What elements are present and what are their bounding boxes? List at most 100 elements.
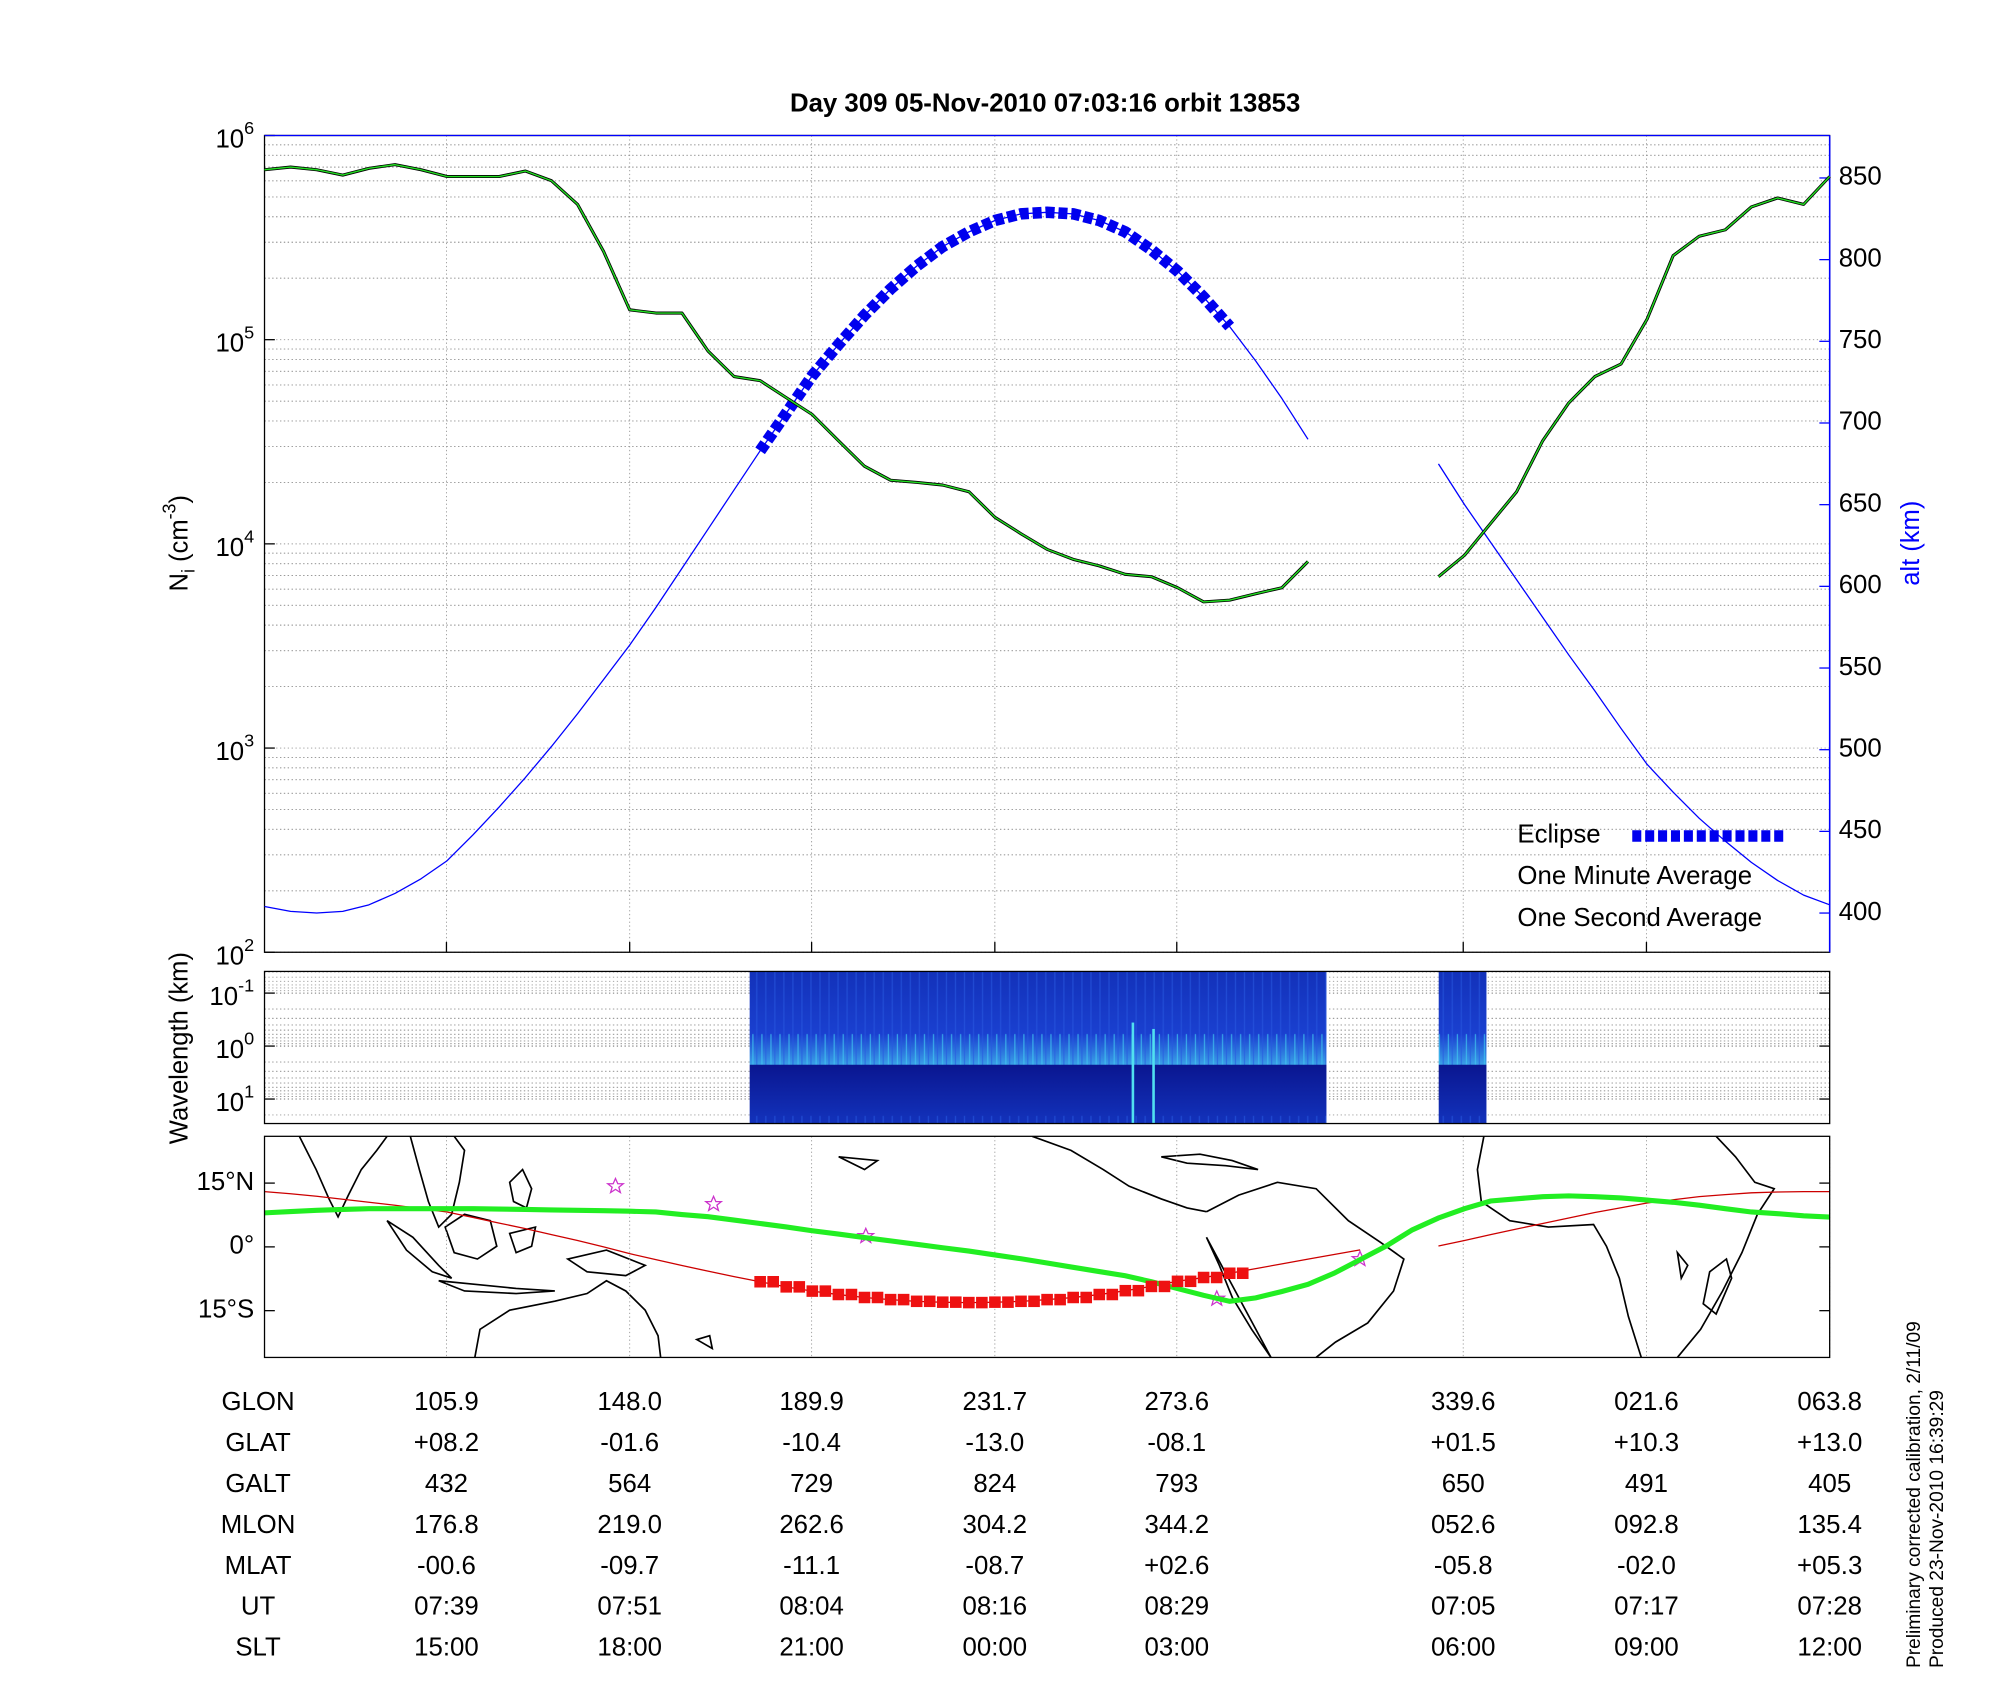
eclipse-marker	[976, 1296, 988, 1309]
table-cell: 07:28	[1797, 1593, 1862, 1621]
table-cell: +08.2	[414, 1429, 479, 1457]
eclipse-marker	[1028, 1295, 1040, 1308]
y2-tick-label: 800	[1839, 244, 1882, 272]
eclipse-marker	[949, 1296, 962, 1308]
eclipse-marker	[1080, 1291, 1093, 1304]
y-tick-label: 0°	[230, 1232, 255, 1260]
table-cell: 405	[1808, 1470, 1851, 1498]
table-cell: 06:00	[1431, 1634, 1496, 1662]
table-cell: 148.0	[597, 1388, 662, 1416]
tick-base: 10	[215, 1089, 244, 1117]
coast	[1161, 1153, 1259, 1171]
table-cell: 00:00	[963, 1634, 1028, 1662]
table-cell: 15:00	[414, 1634, 479, 1662]
y-tick-label: 100	[215, 1028, 254, 1063]
row-label: MLON	[221, 1511, 296, 1539]
eclipse-marker	[858, 1291, 871, 1304]
coast	[298, 1136, 388, 1219]
table-cell: 793	[1155, 1470, 1198, 1498]
table-cell: -09.7	[600, 1552, 659, 1580]
eclipse-marker	[1171, 1275, 1184, 1288]
stations	[607, 1177, 1369, 1306]
table-cell: -08.7	[965, 1552, 1024, 1580]
coast	[1702, 1257, 1733, 1316]
plot-frame	[263, 970, 1831, 1125]
eclipse-marker	[1158, 1280, 1171, 1293]
tick-exponent: 0	[244, 1028, 254, 1048]
eclipse-marker	[910, 1295, 923, 1308]
coast	[508, 1225, 537, 1254]
spectrogram-streak	[1152, 1028, 1155, 1124]
spectrogram-block	[1438, 971, 1487, 1124]
tick-base: 10	[215, 330, 244, 358]
data-line	[264, 163, 1831, 604]
station-marker	[705, 1195, 722, 1212]
y-axis-label: Ni (cm-3)	[159, 495, 198, 592]
data-line	[264, 211, 1830, 914]
table-cell: 18:00	[597, 1634, 662, 1662]
coast	[1031, 1136, 1207, 1213]
table-cell: 07:05	[1431, 1593, 1496, 1621]
eclipse-line	[755, 206, 1235, 455]
table-cell: 304.2	[963, 1511, 1028, 1539]
eclipse-marker	[1093, 1288, 1106, 1301]
eclipse-marker	[1132, 1284, 1145, 1297]
eclipse-marker	[754, 1275, 766, 1288]
table-cell: 12:00	[1797, 1634, 1862, 1662]
y2-tick-label: 500	[1839, 735, 1882, 763]
data-line	[264, 163, 1831, 603]
coastlines	[298, 1136, 1776, 1358]
eclipse-marker	[1119, 1284, 1132, 1297]
tick-exponent: 2	[244, 935, 254, 955]
table-cell: 219.0	[597, 1511, 662, 1539]
eclipse-marker	[871, 1291, 884, 1304]
row-label: MLAT	[225, 1552, 292, 1580]
y-tick-label: 102	[215, 935, 254, 970]
table-cell: 344.2	[1144, 1511, 1209, 1539]
table-cell: -00.6	[417, 1552, 476, 1580]
row-label: SLT	[235, 1634, 281, 1662]
table-cell: +01.5	[1431, 1429, 1496, 1457]
note: Preliminary corrected calibration, 2/11/…	[1904, 1321, 1925, 1668]
eclipse-marker	[1210, 1271, 1223, 1284]
tick-base: 10	[215, 534, 244, 562]
coast	[1676, 1249, 1689, 1281]
y-tick-label: 103	[215, 730, 254, 765]
tick-base: 10	[215, 942, 244, 970]
eclipse-marker	[1197, 1271, 1210, 1284]
row-label: GALT	[225, 1470, 291, 1498]
y-tick-label: 15°N	[197, 1168, 255, 1196]
eclipse-marker	[897, 1293, 910, 1306]
chart-title: Day 309 05-Nov-2010 07:03:16 orbit 13853	[790, 90, 1300, 118]
table-cell: -13.0	[965, 1429, 1024, 1457]
y2-axis-label: alt (km)	[1897, 501, 1925, 586]
table-cell: 08:29	[1144, 1593, 1209, 1621]
table-cell: -05.8	[1434, 1552, 1493, 1580]
tick-exponent: 3	[244, 730, 254, 750]
eclipse-marker	[1223, 1267, 1236, 1279]
table-cell: 491	[1625, 1470, 1668, 1498]
coast	[565, 1249, 648, 1277]
table-cell: 824	[973, 1470, 1016, 1498]
table-cell: 262.6	[779, 1511, 844, 1539]
eclipse-marker	[963, 1296, 975, 1309]
coast	[474, 1279, 662, 1358]
coast	[1476, 1136, 1776, 1358]
y-tick-label: 101	[215, 1081, 254, 1116]
y2-tick-label: 600	[1839, 571, 1882, 599]
table-cell: 09:00	[1614, 1634, 1679, 1662]
table-cell: 08:04	[779, 1593, 844, 1621]
eclipse-marker	[884, 1293, 897, 1306]
eclipse-marker	[832, 1288, 845, 1301]
y2-tick-label: 850	[1839, 163, 1882, 191]
tick-base: 10	[209, 983, 238, 1011]
coast	[838, 1155, 880, 1171]
eclipse-marker	[845, 1288, 858, 1301]
eclipse-marker	[1041, 1293, 1053, 1306]
table-cell: -10.4	[782, 1429, 841, 1457]
table-cell: 189.9	[779, 1388, 844, 1416]
table-cell: 092.8	[1614, 1511, 1679, 1539]
table-cell: 07:39	[414, 1593, 479, 1621]
